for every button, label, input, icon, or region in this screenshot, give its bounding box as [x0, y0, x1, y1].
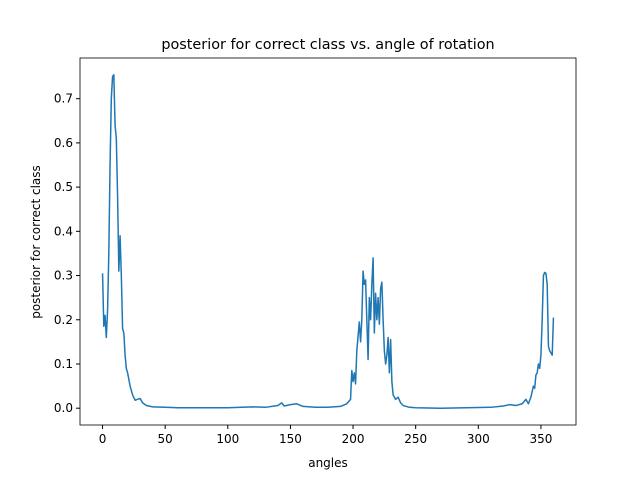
x-tick-label: 150 — [279, 432, 302, 446]
line — [101, 74, 555, 409]
x-axis-label: angles — [308, 456, 348, 470]
y-tick-label: 0.0 — [54, 401, 73, 415]
y-tick-label: 0.3 — [54, 269, 73, 283]
x-tick-label: 350 — [529, 432, 552, 446]
x-tick-label: 0 — [99, 432, 107, 446]
y-axis-label: posterior for correct class — [29, 165, 43, 319]
y-tick-label: 0.7 — [54, 92, 73, 106]
y-tick-label: 0.2 — [54, 313, 73, 327]
y-tick-label: 0.5 — [54, 180, 73, 194]
y-tick-label: 0.1 — [54, 357, 73, 371]
y-tick-label: 0.6 — [54, 136, 73, 150]
x-tick-label: 200 — [342, 432, 365, 446]
plot-frame — [79, 57, 577, 426]
x-tick-label: 50 — [158, 432, 173, 446]
x-tick-label: 300 — [467, 432, 490, 446]
y-tick-label: 0.4 — [54, 224, 73, 238]
x-tick-label: 250 — [404, 432, 427, 446]
x-tick-label: 100 — [216, 432, 239, 446]
chart-title: posterior for correct class vs. angle of… — [161, 37, 494, 53]
